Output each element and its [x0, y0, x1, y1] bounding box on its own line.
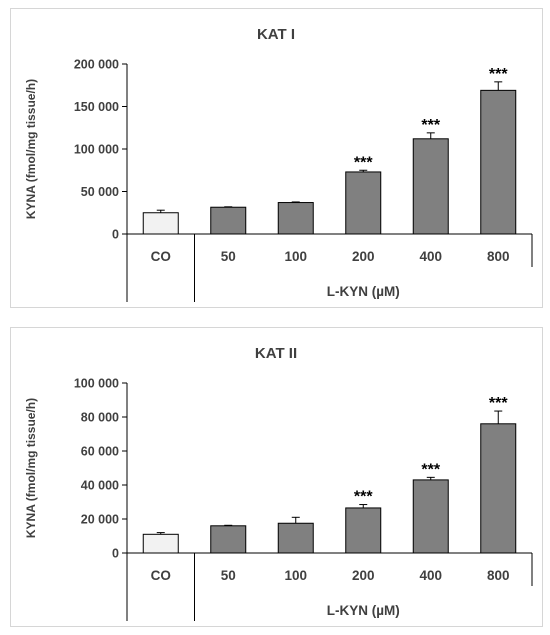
y-tick-label: 150 000 — [74, 100, 119, 114]
y-tick-label: 20 000 — [81, 513, 119, 527]
chart-title: KAT I — [257, 26, 295, 43]
bar-50 — [210, 525, 247, 554]
significance-marker: *** — [421, 117, 440, 134]
x-group-label: L-KYN (µM) — [327, 603, 400, 618]
x-tick-label: 100 — [284, 568, 307, 583]
y-axis-label: KYNA (fmol/mg tissue/h) — [24, 398, 38, 538]
y-tick-label: 80 000 — [81, 411, 119, 425]
bar-400 — [412, 479, 449, 554]
y-axis-label: KYNA (fmol/mg tissue/h) — [24, 79, 38, 219]
x-tick-label: 200 — [352, 249, 375, 264]
x-tick-label: 400 — [419, 568, 442, 583]
bar-200 — [345, 171, 382, 235]
y-tick-label: 40 000 — [81, 479, 119, 493]
kat-i-chart: KAT I KYNA (fmol/mg tissue/h) 0 50 000 100 0… — [24, 26, 533, 302]
x-tick-label: 50 — [221, 568, 236, 583]
significance-marker: *** — [489, 395, 508, 412]
bar-CO — [142, 533, 179, 554]
x-tick-label: 100 — [284, 249, 307, 264]
bar-100 — [277, 202, 314, 235]
y-tick-label: 200 000 — [74, 58, 119, 72]
x-tick-label: 200 — [352, 568, 375, 583]
y-tick-label: 100 000 — [74, 143, 119, 157]
significance-marker: *** — [354, 154, 373, 171]
bar-CO — [142, 212, 179, 235]
bar-100 — [277, 522, 314, 554]
kat-ii-chart: KAT II KYNA (fmol/mg tissue/h) 0 20 000 40 0… — [24, 345, 533, 621]
x-tick-label: 800 — [487, 568, 510, 583]
x-tick-label: 400 — [419, 249, 442, 264]
y-tick-label: 0 — [112, 547, 119, 561]
significance-marker: *** — [489, 66, 508, 83]
significance-marker: *** — [354, 489, 373, 506]
bar-800 — [480, 423, 517, 554]
y-tick-label: 60 000 — [81, 445, 119, 459]
bar-200 — [345, 507, 382, 554]
kat-ii-chart-panel: KAT II KYNA (fmol/mg tissue/h) 0 20 000 40 0… — [10, 327, 543, 627]
chart-title: KAT II — [255, 345, 297, 362]
x-tick-label: 800 — [487, 249, 510, 264]
x-tick-label: CO — [151, 249, 171, 264]
y-tick-label: 0 — [112, 228, 119, 242]
x-tick-label: CO — [151, 568, 171, 583]
bar-50 — [210, 206, 247, 235]
y-tick-label: 50 000 — [81, 185, 119, 199]
kat-i-chart-panel: KAT I KYNA (fmol/mg tissue/h) 0 50 000 100 0… — [10, 8, 543, 308]
x-tick-label: 50 — [221, 249, 236, 264]
x-group-label: L-KYN (µM) — [327, 284, 400, 299]
significance-marker: *** — [421, 461, 440, 478]
bar-400 — [412, 138, 449, 235]
bar-800 — [480, 89, 517, 235]
y-tick-label: 100 000 — [74, 377, 119, 391]
